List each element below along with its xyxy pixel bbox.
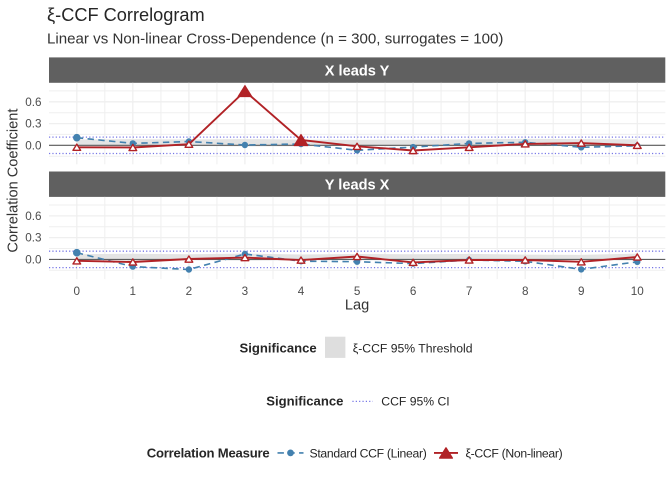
svg-text:Linear vs Non-linear Cross-Dep: Linear vs Non-linear Cross-Dependence (n… — [47, 31, 503, 48]
svg-text:0.0: 0.0 — [25, 139, 42, 152]
svg-text:9: 9 — [578, 285, 585, 298]
svg-text:10: 10 — [631, 285, 645, 298]
svg-text:Y leads X: Y leads X — [325, 177, 390, 193]
svg-text:2: 2 — [186, 285, 193, 298]
svg-text:7: 7 — [466, 285, 473, 298]
svg-text:4: 4 — [298, 285, 305, 298]
svg-text:Significance: Significance — [240, 340, 317, 355]
svg-text:X leads Y: X leads Y — [325, 63, 390, 79]
svg-text:5: 5 — [354, 285, 361, 298]
svg-text:ξ-CCF 95% Threshold: ξ-CCF 95% Threshold — [353, 341, 473, 355]
svg-text:Correlation Measure: Correlation Measure — [147, 445, 270, 460]
svg-text:Significance: Significance — [266, 394, 343, 409]
svg-text:0: 0 — [74, 285, 81, 298]
svg-text:ξ-CCF (Non-linear): ξ-CCF (Non-linear) — [466, 446, 563, 460]
svg-text:1: 1 — [130, 285, 137, 298]
svg-text:CCF 95% CI: CCF 95% CI — [381, 395, 449, 409]
svg-text:Correlation Coefficient: Correlation Coefficient — [6, 109, 22, 253]
svg-text:0.3: 0.3 — [25, 232, 41, 245]
svg-text:0.6: 0.6 — [25, 210, 41, 223]
svg-text:6: 6 — [410, 285, 417, 298]
svg-text:0.3: 0.3 — [25, 118, 41, 131]
svg-text:Lag: Lag — [345, 297, 369, 313]
svg-text:8: 8 — [522, 285, 529, 298]
svg-text:0.6: 0.6 — [25, 96, 41, 109]
svg-text:ξ-CCF Correlogram: ξ-CCF Correlogram — [47, 5, 205, 25]
svg-text:Standard CCF (Linear): Standard CCF (Linear) — [310, 446, 427, 460]
svg-text:3: 3 — [242, 285, 249, 298]
svg-text:0.0: 0.0 — [25, 254, 42, 267]
